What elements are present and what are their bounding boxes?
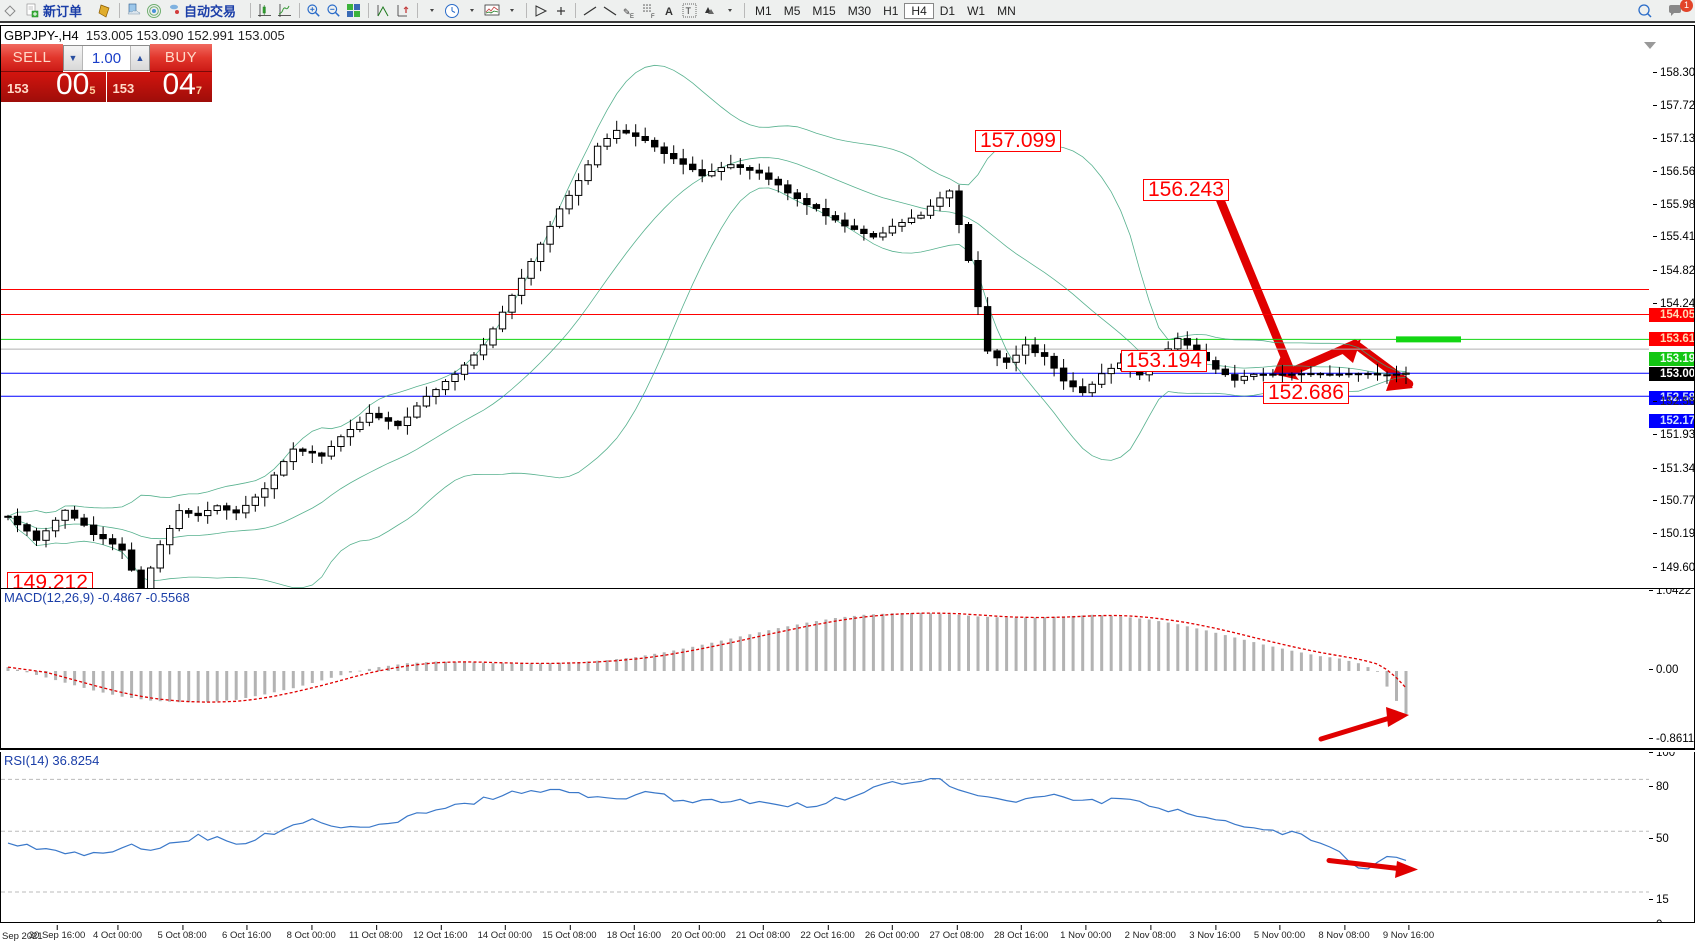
svg-text:T: T — [686, 6, 692, 16]
svg-text:F: F — [651, 14, 655, 19]
svg-text:A: A — [665, 6, 673, 18]
svg-text:E: E — [630, 14, 634, 19]
